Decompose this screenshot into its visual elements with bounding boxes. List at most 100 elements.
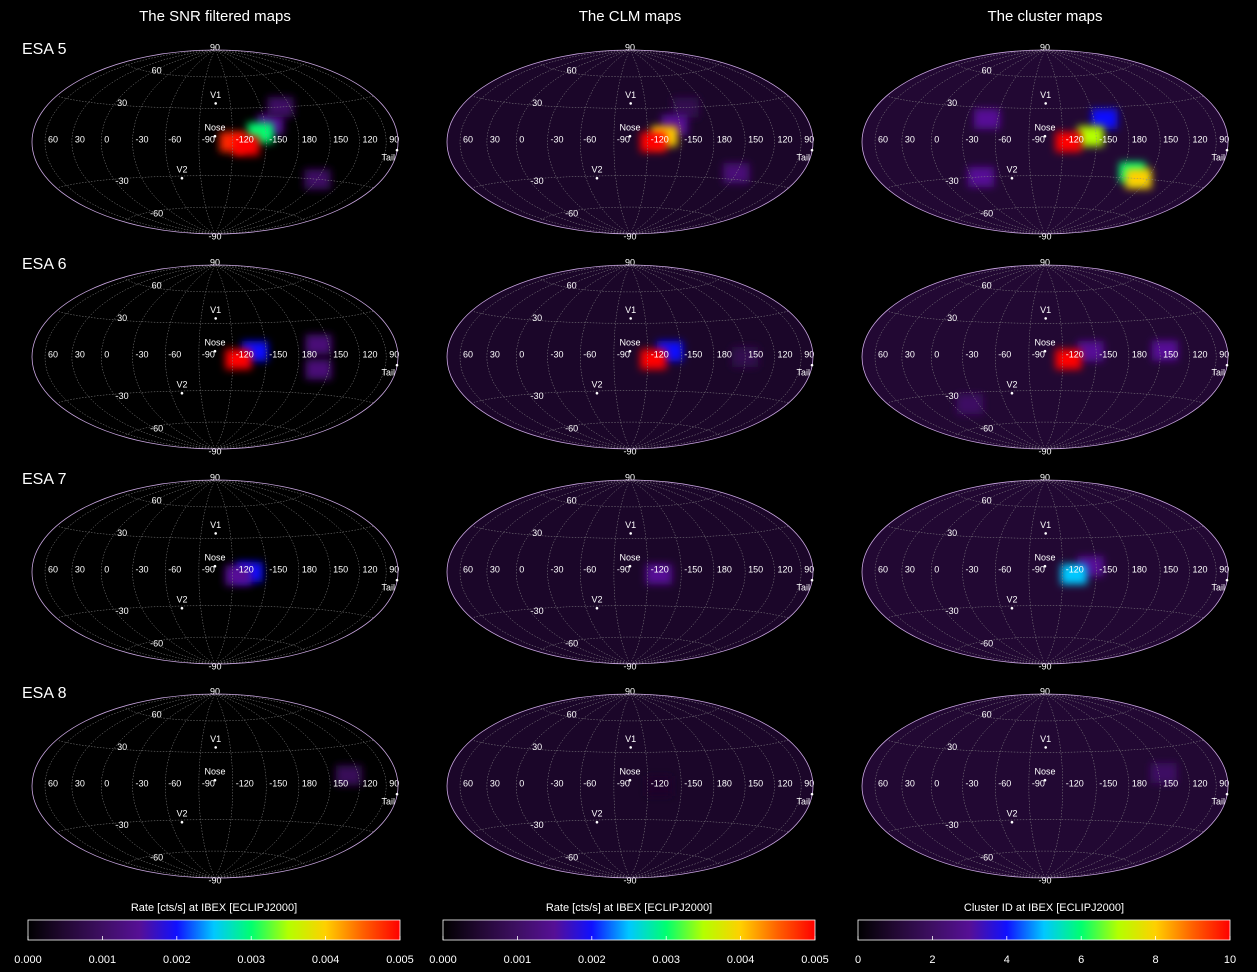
longitude-label: -30 xyxy=(966,349,979,359)
sky-map: 60300-30-60-90-120-15018015012090906030-… xyxy=(32,42,399,241)
sky-map: 60300-30-60-90-120-15018015012090906030-… xyxy=(447,686,814,885)
longitude-label: -60 xyxy=(998,778,1011,788)
longitude-label: 0 xyxy=(934,349,939,359)
longitude-label: -150 xyxy=(269,564,287,574)
longitude-label: 150 xyxy=(748,349,763,359)
point-marker xyxy=(1226,149,1229,152)
longitude-label: -120 xyxy=(651,564,669,574)
longitude-label: 150 xyxy=(1163,349,1178,359)
colorbar-tick-label: 4 xyxy=(1004,954,1010,966)
latitude-label: 90 xyxy=(1040,472,1050,482)
longitude-label: 150 xyxy=(748,134,763,144)
point-label: Nose xyxy=(204,338,225,348)
point-marker xyxy=(811,579,814,582)
point-label: Nose xyxy=(204,553,225,563)
longitude-label: -60 xyxy=(998,564,1011,574)
longitude-label: 30 xyxy=(75,134,85,144)
longitude-label: 150 xyxy=(333,349,348,359)
point-marker xyxy=(396,364,399,367)
latitude-label: 90 xyxy=(210,472,220,482)
latitude-label: 60 xyxy=(982,65,992,75)
latitude-label: -60 xyxy=(565,638,578,648)
longitude-label: -60 xyxy=(168,349,181,359)
longitude-label: 150 xyxy=(333,564,348,574)
longitude-label: -150 xyxy=(269,134,287,144)
latitude-label: -60 xyxy=(565,208,578,218)
point-marker xyxy=(1044,135,1047,138)
latitude-label: 90 xyxy=(210,686,220,696)
longitude-label: -90 xyxy=(1032,564,1045,574)
longitude-label: -90 xyxy=(617,564,630,574)
longitude-label: 30 xyxy=(490,564,500,574)
latitude-label: -90 xyxy=(208,661,221,671)
point-label: Tail xyxy=(381,583,395,593)
longitude-label: 0 xyxy=(104,134,109,144)
latitude-label: 30 xyxy=(532,528,542,538)
hotspot xyxy=(974,109,1000,129)
longitude-label: 30 xyxy=(905,564,915,574)
point-marker xyxy=(629,135,632,138)
latitude-label: -60 xyxy=(150,423,163,433)
point-label: V1 xyxy=(210,734,221,744)
longitude-label: 180 xyxy=(717,564,732,574)
point-label: V1 xyxy=(1040,734,1051,744)
longitude-label: -30 xyxy=(966,778,979,788)
longitude-label: -120 xyxy=(236,778,254,788)
longitude-label: -150 xyxy=(1099,564,1117,574)
column-title: The CLM maps xyxy=(579,8,682,25)
longitude-label: -30 xyxy=(136,778,149,788)
longitude-label: 0 xyxy=(519,349,524,359)
colorbar-label: Cluster ID at IBEX [ECLIPJ2000] xyxy=(964,902,1124,914)
point-marker xyxy=(181,177,184,180)
latitude-label: -30 xyxy=(116,391,129,401)
point-label: Tail xyxy=(796,583,810,593)
point-label: V2 xyxy=(1006,380,1017,390)
longitude-label: -60 xyxy=(583,134,596,144)
latitude-label: -90 xyxy=(208,446,221,456)
latitude-label: 60 xyxy=(152,709,162,719)
point-label: V2 xyxy=(591,595,602,605)
latitude-label: -30 xyxy=(946,820,959,830)
latitude-label: 30 xyxy=(947,528,957,538)
longitude-label: 60 xyxy=(48,564,58,574)
longitude-label: 120 xyxy=(1192,134,1207,144)
latitude-label: 60 xyxy=(152,65,162,75)
point-label: Nose xyxy=(1034,553,1055,563)
latitude-label: 90 xyxy=(1040,42,1050,52)
point-label: V1 xyxy=(210,90,221,100)
point-label: V2 xyxy=(591,380,602,390)
point-label: Tail xyxy=(1211,368,1225,378)
colorbar-tick-label: 0 xyxy=(855,954,861,966)
sky-map: 60300-30-60-90-120-15018015012090906030-… xyxy=(32,257,399,456)
point-label: V1 xyxy=(625,90,636,100)
latitude-label: 30 xyxy=(117,528,127,538)
colorbar-tick-label: 0.003 xyxy=(237,954,265,966)
latitude-label: 30 xyxy=(947,742,957,752)
longitude-label: 0 xyxy=(934,564,939,574)
latitude-label: 60 xyxy=(982,495,992,505)
point-marker xyxy=(811,793,814,796)
latitude-label: -90 xyxy=(623,661,636,671)
longitude-label: 180 xyxy=(717,349,732,359)
longitude-label: -60 xyxy=(168,778,181,788)
longitude-label: 0 xyxy=(519,134,524,144)
longitude-label: -150 xyxy=(684,349,702,359)
longitude-label: 60 xyxy=(463,349,473,359)
latitude-label: 90 xyxy=(210,257,220,267)
point-marker xyxy=(181,607,184,610)
point-label: Nose xyxy=(619,338,640,348)
longitude-label: -150 xyxy=(269,778,287,788)
point-marker xyxy=(1011,177,1014,180)
point-label: Nose xyxy=(619,123,640,133)
longitude-label: -60 xyxy=(583,778,596,788)
point-marker xyxy=(1044,565,1047,568)
longitude-label: 120 xyxy=(1192,349,1207,359)
colorbar-tick-label: 0.000 xyxy=(14,954,42,966)
colorbar-tick-label: 0.001 xyxy=(504,954,532,966)
longitude-label: -90 xyxy=(202,134,215,144)
longitude-label: 30 xyxy=(905,349,915,359)
latitude-label: -30 xyxy=(531,820,544,830)
latitude-label: -90 xyxy=(623,446,636,456)
